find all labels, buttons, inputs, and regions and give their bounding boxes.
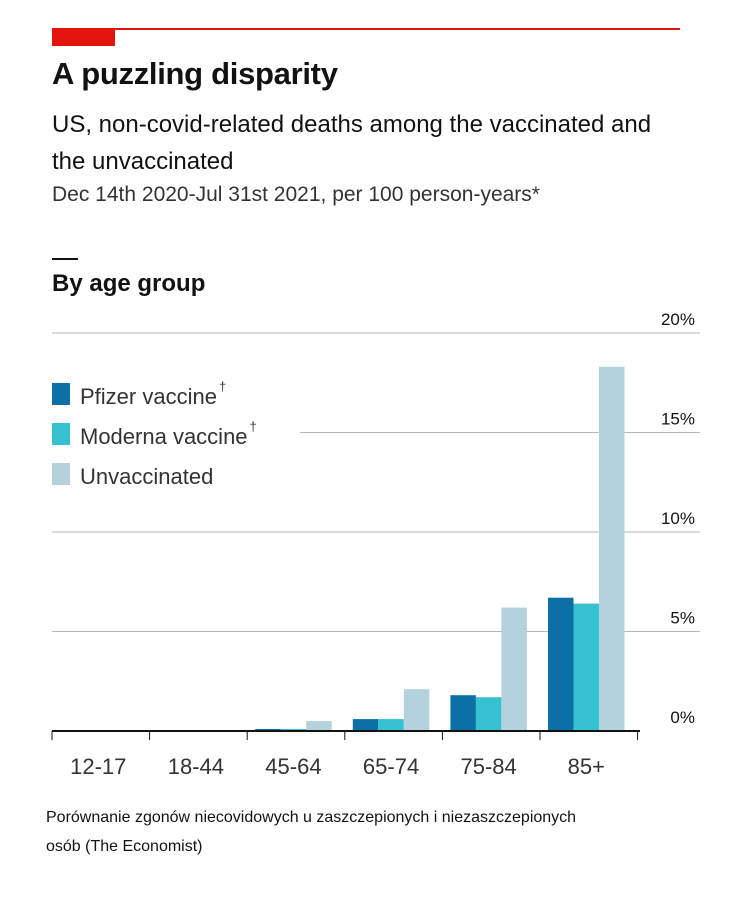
legend-swatch (52, 383, 70, 405)
bar-chart: 0% 5% 10% 15% 20% 12-17 18-44 45-64 65-74 75-84 85… (51, 310, 700, 779)
x-tick-label: 12-17 (70, 754, 126, 779)
bar-unvaccinated-65-74 (403, 689, 430, 731)
bar-unvaccinated-85+ (599, 366, 625, 731)
top-rule (52, 28, 680, 30)
legend-swatch (52, 423, 70, 445)
legend-label: Moderna vaccine (80, 424, 248, 449)
x-tick-label: 85+ (568, 754, 605, 779)
bar-pfizer-vaccine-65-74 (352, 719, 379, 731)
bar-moderna-vaccine-85+ (573, 603, 599, 731)
legend-swatch (52, 463, 70, 485)
bar-unvaccinated-45-64 (306, 721, 332, 731)
y-tick-label: 20% (661, 310, 695, 329)
chart-title: A puzzling disparity (52, 56, 338, 91)
x-tick-label: 18-44 (168, 754, 224, 779)
legend-label: Unvaccinated (80, 464, 213, 489)
bar-moderna-vaccine-75-84 (475, 697, 502, 731)
image-caption: Porównanie zgonów niecovidowych u zaszcz… (46, 809, 577, 855)
x-tick-label: 45-64 (265, 754, 321, 779)
x-tick-label: 75-84 (461, 754, 517, 779)
bar-moderna-vaccine-65-74 (378, 719, 404, 731)
legend-dagger: † (250, 419, 257, 434)
y-tick-label: 5% (670, 609, 695, 628)
y-tick-label: 10% (661, 509, 695, 528)
brand-tag (52, 28, 115, 46)
x-tick-label: 65-74 (363, 754, 419, 779)
bar-pfizer-vaccine-85+ (548, 597, 574, 731)
section-rule (52, 258, 78, 260)
legend-label: Pfizer vaccine (80, 384, 217, 409)
y-tick-label: 15% (661, 410, 695, 429)
chart-subtitle: US, non-covid-related deaths among the v… (52, 111, 652, 175)
section-title: By age group (52, 270, 206, 297)
chart-note: Dec 14th 2020-Jul 31st 2021, per 100 per… (52, 183, 540, 206)
bar-pfizer-vaccine-75-84 (450, 695, 476, 731)
legend-dagger: † (219, 379, 226, 394)
bar-unvaccinated-75-84 (501, 607, 527, 731)
y-tick-label: 0% (670, 708, 695, 727)
